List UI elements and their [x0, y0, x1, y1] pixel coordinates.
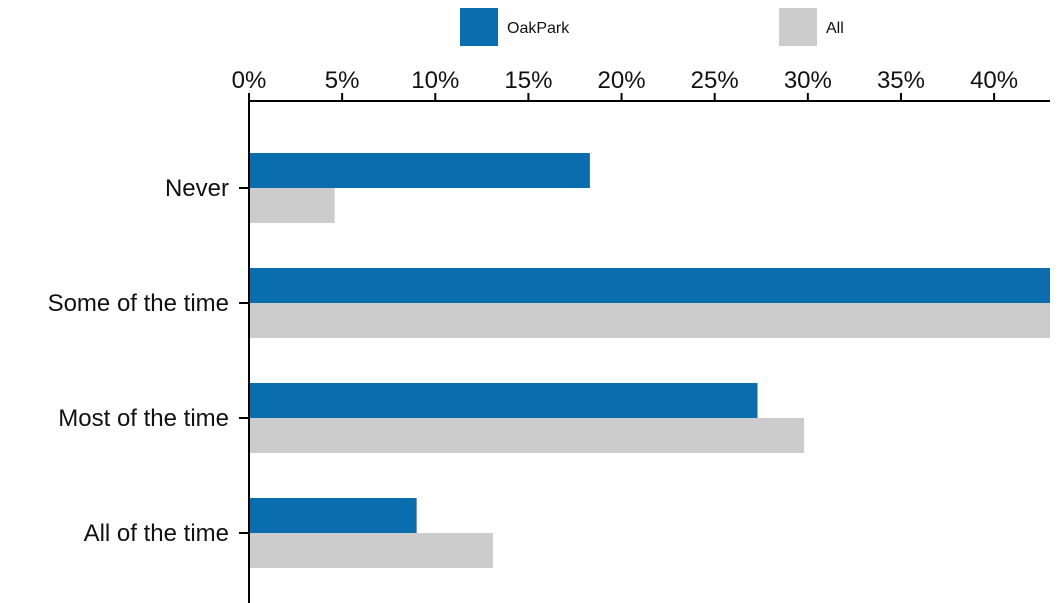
- bar-oakpark: [249, 498, 417, 533]
- x-tick-label: 0%: [232, 67, 267, 94]
- legend-swatch: [460, 8, 498, 46]
- x-tick-label: 35%: [877, 67, 925, 94]
- category-label: Most of the time: [58, 405, 229, 432]
- bar-all: [249, 533, 494, 568]
- bar-all: [249, 418, 805, 453]
- bar-oakpark: [249, 153, 590, 188]
- category-label: All of the time: [84, 520, 229, 547]
- legend: OakPark All: [460, 8, 844, 46]
- x-tick-label: 20%: [598, 67, 646, 94]
- bar-all: [249, 303, 1050, 338]
- x-tick-label: 10%: [411, 67, 459, 94]
- bar-oakpark: [249, 268, 1050, 303]
- category-label: Some of the time: [48, 290, 229, 317]
- legend-swatch: [779, 8, 817, 46]
- x-tick-label: 40%: [970, 67, 1018, 94]
- x-tick-label: 30%: [784, 67, 832, 94]
- legend-label: OakPark: [507, 20, 570, 37]
- bar-oakpark: [249, 383, 758, 418]
- legend-label: All: [826, 20, 844, 37]
- y-axis: Never Some of the time Most of the time All…: [48, 101, 250, 603]
- x-axis: 0% 5% 10% 15% 20% 25% 30% 35% 40%: [232, 67, 1050, 102]
- bar-all: [249, 188, 335, 223]
- category-label: Never: [165, 175, 229, 202]
- x-tick-label: 15%: [504, 67, 552, 94]
- x-tick-label: 5%: [325, 67, 360, 94]
- bars: [248, 101, 1050, 603]
- x-tick-label: 25%: [691, 67, 739, 94]
